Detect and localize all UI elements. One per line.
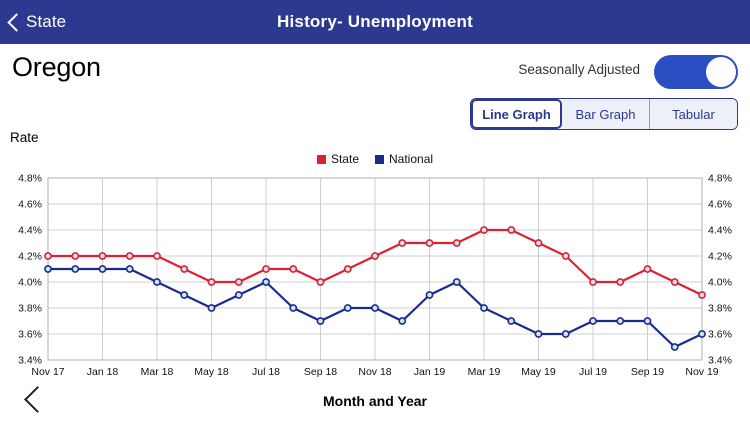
svg-text:4.4%: 4.4% <box>708 225 732 237</box>
back-button[interactable]: State <box>7 12 67 32</box>
svg-text:3.8%: 3.8% <box>708 303 732 315</box>
back-button-label: State <box>26 12 67 31</box>
segment-tabular[interactable]: Tabular <box>650 99 737 129</box>
legend-swatch-state <box>316 154 326 164</box>
legend-item-national: National <box>375 152 433 166</box>
svg-text:4.2%: 4.2% <box>708 251 732 263</box>
svg-text:3.4%: 3.4% <box>18 355 42 367</box>
svg-text:Jul 19: Jul 19 <box>579 366 607 378</box>
navigation-bar: State History- Unemployment <box>0 0 750 44</box>
svg-text:4.6%: 4.6% <box>18 199 42 211</box>
legend-item-state: State <box>316 152 359 166</box>
svg-text:3.4%: 3.4% <box>708 355 732 367</box>
svg-text:Nov 19: Nov 19 <box>685 366 718 378</box>
svg-text:3.6%: 3.6% <box>18 329 42 341</box>
svg-text:4.0%: 4.0% <box>708 277 732 289</box>
svg-text:Jul 18: Jul 18 <box>252 366 280 378</box>
bottom-back-button[interactable] <box>24 386 52 414</box>
view-mode-segmented-control[interactable]: Line Graph Bar Graph Tabular <box>470 98 738 130</box>
y-axis-title: Rate <box>10 130 39 145</box>
svg-text:Nov 18: Nov 18 <box>358 366 391 378</box>
legend-swatch-national <box>375 154 384 164</box>
chart-svg: 4.8% 4.8% 4.6% 4.6% 4.4% 4.4% 4.2% 4.2% 4.0% 4.0%… <box>18 173 732 379</box>
seasonally-adjusted-toggle[interactable] <box>654 55 738 89</box>
svg-text:4.8%: 4.8% <box>708 173 732 185</box>
svg-text:3.6%: 3.6% <box>708 329 732 341</box>
svg-text:4.8%: 4.8% <box>18 173 42 185</box>
svg-text:Jan 18: Jan 18 <box>87 366 119 378</box>
svg-text:Jan 19: Jan 19 <box>414 366 446 378</box>
toggle-knob <box>706 57 736 87</box>
state-name: Oregon <box>12 52 101 82</box>
line-chart: 4.8% 4.8% 4.6% 4.6% 4.4% 4.4% 4.2% 4.2% 4.0% 4.0%… <box>0 170 750 385</box>
svg-text:Sep 19: Sep 19 <box>631 366 664 378</box>
svg-text:4.4%: 4.4% <box>18 225 42 237</box>
svg-text:May 19: May 19 <box>521 366 556 378</box>
chevron-left-icon <box>24 386 51 413</box>
seasonally-adjusted-label: Seasonally Adjusted <box>518 62 640 77</box>
legend-label-national: National <box>389 152 434 166</box>
svg-text:4.0%: 4.0% <box>18 277 42 289</box>
segment-bar-graph[interactable]: Bar Graph <box>562 99 650 129</box>
chevron-left-icon <box>7 12 26 32</box>
page-title: History- Unemployment <box>277 12 473 31</box>
svg-text:Mar 18: Mar 18 <box>141 366 174 378</box>
svg-text:4.2%: 4.2% <box>18 251 42 263</box>
svg-text:3.8%: 3.8% <box>18 303 42 315</box>
legend-label-state: State <box>330 152 359 166</box>
svg-text:May 18: May 18 <box>194 366 229 378</box>
svg-text:Nov 17: Nov 17 <box>31 366 64 378</box>
svg-text:Sep 18: Sep 18 <box>304 366 337 378</box>
chart-legend: State National <box>0 152 750 166</box>
segment-line-graph[interactable]: Line Graph <box>471 99 562 129</box>
svg-text:4.6%: 4.6% <box>708 199 732 211</box>
x-axis-title: Month and Year <box>323 393 427 409</box>
svg-text:Mar 19: Mar 19 <box>468 366 501 378</box>
